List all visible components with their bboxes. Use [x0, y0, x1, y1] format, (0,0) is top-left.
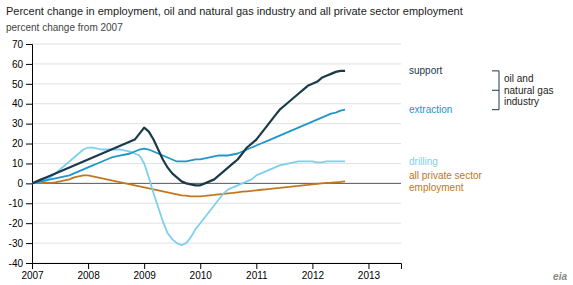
y-tick: 20 [12, 138, 32, 149]
grid-line [32, 83, 401, 84]
x-tick-mark [256, 263, 257, 269]
title: Percent change in employment, oil and na… [6, 5, 463, 17]
annotation: oil andnatural gasindustry [504, 73, 553, 107]
grid-line [32, 183, 401, 184]
y-tick: 40 [12, 98, 32, 109]
grid-line [32, 243, 401, 244]
y-tick-mark [26, 263, 32, 264]
y-tick-label: 20 [12, 138, 24, 149]
bracket-line [492, 70, 499, 71]
bracket [492, 71, 499, 110]
x-tick-mark [144, 263, 145, 269]
y-tick: -20 [9, 218, 32, 229]
x-tick-label: 2013 [358, 270, 381, 281]
y-tick: -10 [9, 198, 32, 209]
series-label: extraction [409, 104, 452, 115]
y-tick-label: -40 [9, 258, 24, 269]
y-tick: 10 [12, 158, 32, 169]
x-tick-label: 2010 [190, 270, 213, 281]
y-tick-label: 70 [12, 39, 24, 50]
x-tick-mark [88, 263, 89, 269]
plot-area [32, 71, 345, 245]
series-line [32, 175, 345, 196]
chart: Percent change in employment, oil and na… [0, 0, 573, 285]
x-tick: 2008 [77, 263, 100, 281]
series-line [32, 110, 345, 184]
y-tick-label: -10 [9, 198, 24, 209]
grid-line [32, 143, 401, 144]
y-tick: 0 [17, 178, 32, 189]
x-tick: 2010 [190, 263, 213, 281]
x-tick-label: 2009 [134, 270, 157, 281]
bracket-line [492, 90, 499, 91]
y-tick-mark [26, 64, 32, 65]
x-tick-label: 2007 [21, 270, 44, 281]
y-tick: 60 [12, 59, 32, 70]
y-tick-label: 50 [12, 79, 24, 90]
y-tick-label: 0 [17, 178, 23, 189]
y-tick-label: 40 [12, 98, 24, 109]
y-tick-label: 60 [12, 59, 24, 70]
y-tick: 70 [12, 39, 32, 50]
y-tick: 50 [12, 79, 32, 90]
x-tick-mark [368, 263, 369, 269]
y-tick-mark [26, 104, 32, 105]
series-labels: support extraction drilling all private sec… [409, 65, 482, 192]
grid [32, 44, 401, 263]
y-tick: -40 [9, 258, 32, 269]
y-tick-label: -20 [9, 218, 24, 229]
y-tick-mark [26, 203, 32, 204]
grid-line [32, 63, 401, 64]
y-tick-label: -30 [9, 238, 24, 249]
x-tick-label: 2008 [77, 270, 100, 281]
x-tick: 2009 [134, 263, 157, 281]
y-tick-mark [26, 84, 32, 85]
y-tick: 30 [12, 118, 32, 129]
y-tick-mark [26, 124, 32, 125]
x-tick-label: 2011 [246, 270, 268, 281]
x-tick: 2007 [21, 263, 44, 281]
y-tick-mark [26, 183, 32, 184]
grid-line [32, 103, 401, 104]
x-tick: 2011 [246, 263, 268, 281]
series-label: drilling [409, 156, 438, 167]
grid-line [32, 44, 401, 45]
y-tick-mark [26, 144, 32, 145]
y-tick-mark [26, 163, 32, 164]
x-tick-label: 2012 [302, 270, 325, 281]
x-tick: 2012 [302, 263, 325, 281]
x-tick: 2013 [358, 263, 381, 281]
y-axis: -40 -30 -20 -10 0 10 20 30 40 50 60 70 [9, 39, 33, 269]
y-tick-label: 30 [12, 118, 24, 129]
x-tick-mark [200, 263, 201, 269]
y-axis-line [26, 45, 33, 264]
bracket-line [492, 109, 499, 110]
x-tick-mark [312, 263, 313, 269]
y-tick-label: 10 [12, 158, 24, 169]
series-label: all private sectoremployment [409, 170, 482, 193]
y-tick-mark [26, 44, 32, 45]
series-line [32, 71, 345, 185]
logo-text: eia [553, 271, 567, 282]
y-tick-mark [26, 243, 32, 244]
grid-line [32, 223, 401, 224]
grid-line [32, 123, 401, 124]
grid-line [32, 163, 401, 164]
y-tick: -30 [9, 238, 32, 249]
series-label: support [409, 65, 443, 76]
x-axis-line [33, 264, 402, 270]
subtitle: percent change from 2007 [6, 22, 123, 33]
x-axis: 2007 2008 2009 2010 2011 2012 2013 [21, 263, 401, 281]
y-tick-mark [26, 223, 32, 224]
